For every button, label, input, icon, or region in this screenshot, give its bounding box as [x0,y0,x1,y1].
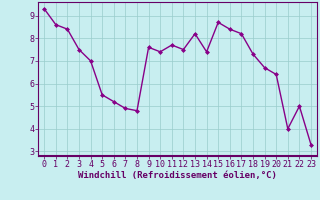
X-axis label: Windchill (Refroidissement éolien,°C): Windchill (Refroidissement éolien,°C) [78,171,277,180]
